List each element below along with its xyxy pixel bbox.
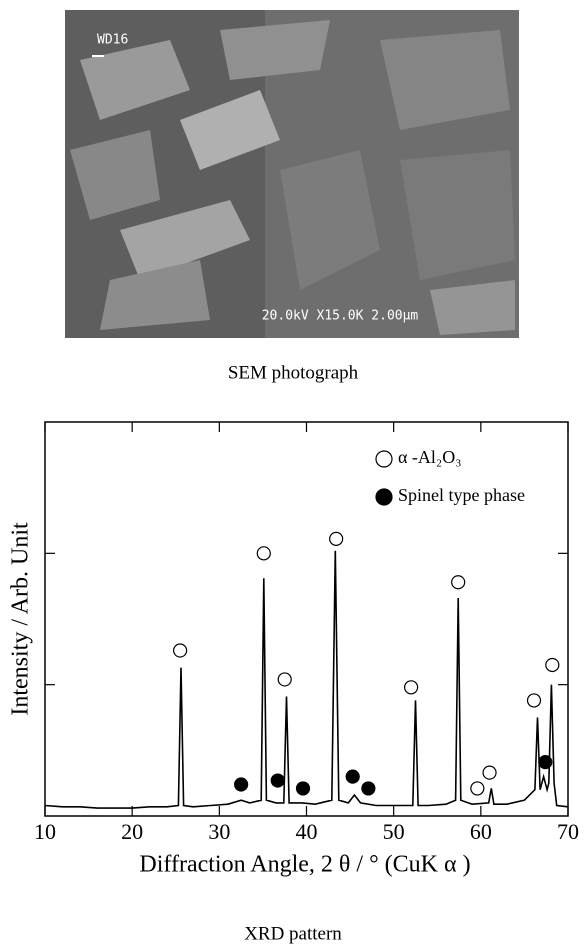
legend-symbol bbox=[375, 450, 393, 468]
y-axis-label: Intensity / Arb. Unit bbox=[8, 522, 34, 716]
x-tick-label: 30 bbox=[208, 819, 230, 844]
phase-marker bbox=[451, 575, 466, 590]
phase-marker bbox=[277, 672, 292, 687]
phase-marker bbox=[270, 773, 285, 788]
legend-symbol bbox=[375, 488, 393, 506]
x-axis-label: Diffraction Angle, 2 θ / ° (CuK α ) bbox=[139, 852, 470, 878]
phase-marker bbox=[470, 781, 485, 796]
phase-marker bbox=[256, 546, 271, 561]
x-tick-label: 40 bbox=[296, 819, 318, 844]
phase-marker bbox=[345, 769, 360, 784]
phase-marker bbox=[361, 781, 376, 796]
phase-marker bbox=[482, 765, 497, 780]
legend-label: Spinel type phase bbox=[398, 485, 525, 505]
phase-marker bbox=[404, 680, 419, 695]
phase-marker bbox=[329, 531, 344, 546]
phase-marker bbox=[173, 643, 188, 658]
sem-label: 20.0kV X15.0K 2.00μm bbox=[262, 309, 419, 324]
phase-marker bbox=[545, 657, 560, 673]
x-tick-label: 70 bbox=[557, 819, 579, 844]
x-tick-label: 60 bbox=[470, 819, 492, 844]
caption: SEM photograph bbox=[228, 362, 359, 383]
phase-marker bbox=[526, 693, 542, 708]
phase-marker bbox=[538, 755, 553, 770]
x-tick-label: 20 bbox=[121, 819, 143, 844]
x-tick-label: 50 bbox=[383, 819, 405, 844]
caption: XRD pattern bbox=[244, 923, 342, 944]
x-tick-label: 10 bbox=[34, 819, 56, 844]
legend-label: α -Al₂O₃ bbox=[398, 447, 461, 467]
plot-frame bbox=[44, 421, 569, 817]
sem-label: WD16 bbox=[97, 33, 128, 48]
phase-marker bbox=[234, 777, 249, 792]
phase-marker bbox=[295, 781, 311, 796]
xrd-line bbox=[44, 550, 569, 809]
sem-image: WD16 20.0kV X15.0K 2.00μm bbox=[65, 10, 519, 338]
